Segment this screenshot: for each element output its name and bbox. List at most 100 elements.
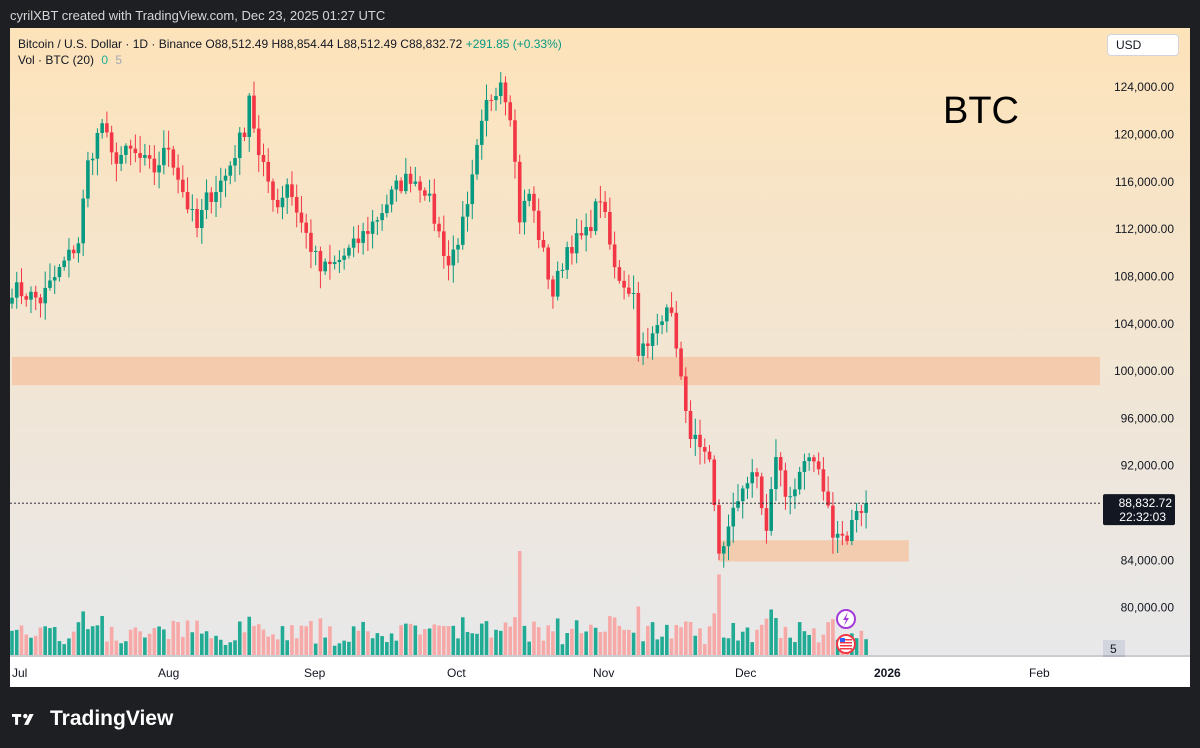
volume-bar [612,617,617,655]
candle-body [636,292,641,356]
candle-body [394,180,399,190]
candle-body [432,193,437,224]
candle-body [133,148,138,154]
candle-body [237,132,242,159]
volume-bar [541,640,546,655]
volume-bar [774,618,778,655]
candle-body [38,297,43,304]
candle-body [745,483,750,489]
candle-body [769,489,773,531]
legend-volume-label: Vol · BTC (20) [18,53,95,67]
countdown-label: 22:32:03 [1119,510,1166,524]
volume-bar [655,639,660,655]
volume-bar [707,626,712,655]
volume-bar [204,631,209,655]
volume-bar [764,618,769,655]
legend-open: O88,512.49 [205,37,269,51]
volume-bar [90,626,95,655]
candle-body [290,184,294,198]
volume-bar [551,631,555,655]
candle-body [408,173,413,184]
volume-bar [536,627,541,655]
volume-bar [394,640,399,655]
candle-body [404,173,408,192]
candle-body [218,180,223,192]
candle-body [171,149,176,168]
volume-bar [138,631,142,655]
volume-bar [560,644,565,655]
volume-bar [124,641,128,655]
price-tick-label: 96,000.00 [1121,411,1175,425]
candle-body [52,277,57,281]
volume-bar [570,628,574,655]
candle-body [366,231,370,234]
candle-body [532,193,536,211]
candle-body [152,158,157,173]
volume-bar [370,638,375,655]
volume-bar [399,625,403,655]
volume-bar [347,641,351,655]
candle-body [683,376,688,411]
candle-body [261,155,266,162]
volume-bar [522,625,527,655]
volume-bar [195,620,199,655]
candle-body [574,233,579,254]
candle-body [707,451,712,460]
candle-body [816,461,821,470]
volume-bar [726,638,731,655]
volume-bar [413,625,418,655]
candle-body [285,184,290,198]
chart-panel[interactable]: 128,000.00124,000.00120,000.00116,000.00… [10,28,1190,687]
volume-bar [361,621,365,655]
candle-body [712,459,717,506]
candle-body [479,120,484,145]
candlestick-chart[interactable]: 128,000.00124,000.00120,000.00116,000.00… [10,28,1190,687]
candle-body [294,197,299,213]
candle-body [513,120,517,162]
volume-bar [503,622,508,655]
price-tick-label: 124,000.00 [1114,80,1174,94]
candle-body [551,279,555,297]
candle-body [755,472,759,477]
candle-body [693,434,698,439]
candle-body [565,247,569,270]
volume-bar [223,645,228,655]
volume-bar [854,638,859,655]
volume-bar [717,574,721,655]
volume-bar [584,631,588,655]
candle-body [418,181,422,191]
candle-body [375,220,380,222]
volume-bar [252,625,256,655]
volume-bar [802,631,807,655]
candle-body [242,132,247,137]
candle-body [304,222,308,233]
volume-bar [465,631,470,655]
candle-body [641,343,645,356]
candle-body [157,165,161,173]
candle-body [247,95,252,137]
currency-button[interactable]: USD [1107,34,1179,56]
price-tick-label: 100,000.00 [1114,364,1174,378]
candle-body [332,262,337,265]
volume-bar [494,629,498,655]
candle-body [555,270,560,297]
candle-body [579,233,584,236]
candle-body [181,179,185,193]
volume-bar [71,631,76,655]
volume-bar [437,625,441,655]
volume-bar [351,626,356,655]
candle-body [81,198,85,244]
volume-bar [38,627,43,655]
volume-bar [256,624,261,655]
candle-body [90,158,95,161]
candle-body [309,232,313,252]
volume-bar [721,637,726,655]
candle-body [840,533,845,536]
candle-body [631,292,636,294]
candle-body [622,280,626,288]
candle-body [33,291,38,298]
candle-body [176,167,180,180]
volume-bar [617,625,622,655]
time-tick-label: Feb [1029,666,1050,680]
candle-body [783,470,788,497]
